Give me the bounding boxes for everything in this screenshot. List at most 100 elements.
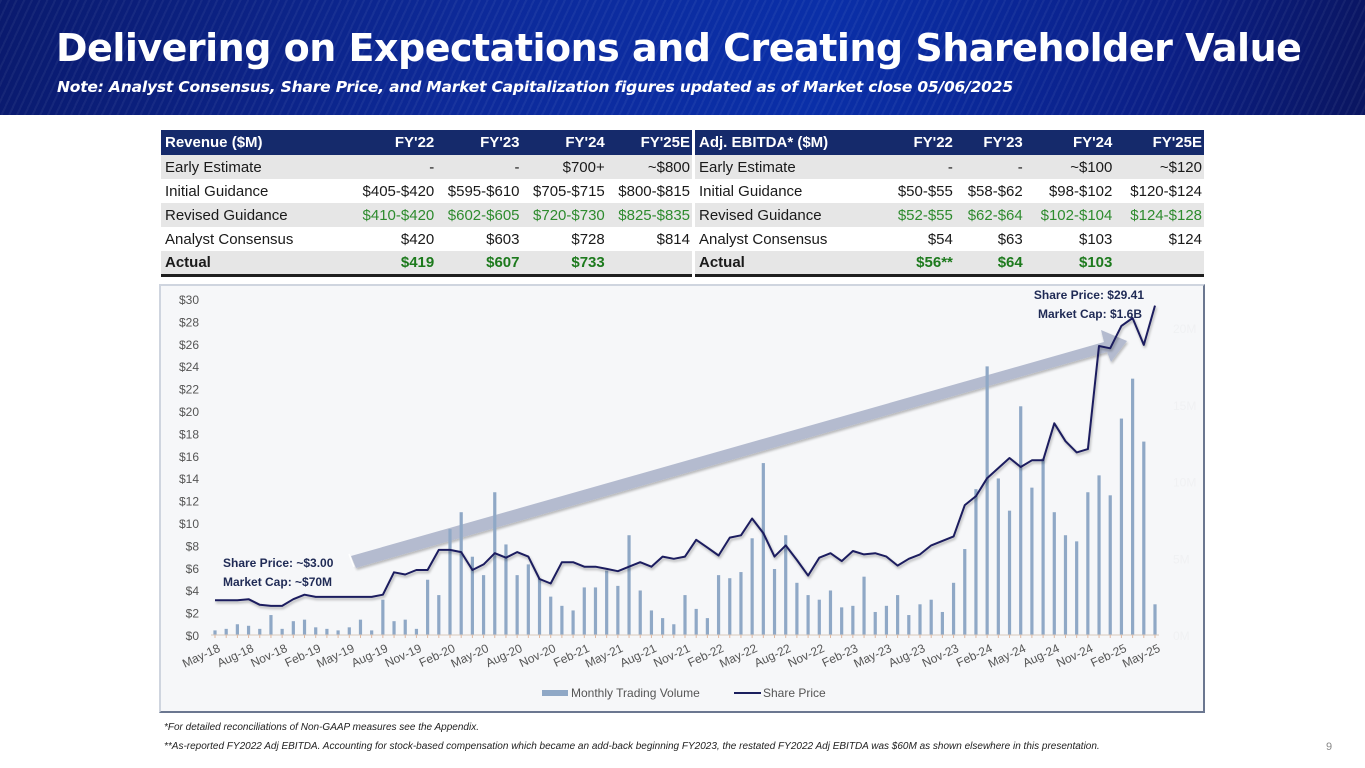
volume-bar xyxy=(784,535,788,635)
volume-bar xyxy=(996,478,1000,635)
table-row: Initial Guidance $405-$420 $595-$610 $70… xyxy=(161,179,692,203)
volume-bar xyxy=(951,582,956,635)
legend-volume-swatch xyxy=(542,690,568,696)
y-tick-label: $30 xyxy=(179,293,199,307)
table-cell: $705-$715 xyxy=(533,182,605,200)
table-row: Analyst Consensus $420 $603 $728 $814 xyxy=(161,227,692,251)
table-cell: $825-$835 xyxy=(606,203,692,227)
header-banner: Delivering on Expectations and Creating … xyxy=(0,0,1365,118)
table-cell: $50-$55 xyxy=(897,182,953,200)
table-row: Actual $56** $64 $103 xyxy=(695,251,1204,275)
y-tick-label: $20 xyxy=(179,405,199,419)
table-cell: $54 xyxy=(927,230,953,248)
y-tick-label: $0 xyxy=(186,629,200,643)
x-tick-label: Aug-18 xyxy=(215,641,256,670)
row-label: Revised Guidance xyxy=(161,203,351,227)
volume-bar xyxy=(1007,510,1012,635)
volume-bar xyxy=(493,492,497,635)
table-cell: $64 xyxy=(954,251,1025,275)
table-row: Revised Guidance $52-$55 $62-$64 $102-$1… xyxy=(695,203,1204,227)
volume-bar xyxy=(772,568,777,635)
volume-bar xyxy=(448,529,452,635)
x-tick-label: Nov-22 xyxy=(786,641,827,670)
y-tick-label: $12 xyxy=(179,495,199,509)
volume-bar xyxy=(459,512,463,635)
revenue-table: Revenue ($M) FY'22 FY'23 FY'24 FY'25E Ea… xyxy=(161,130,692,277)
volume-bar xyxy=(907,615,911,635)
volume-bar xyxy=(560,605,564,635)
volume-bar xyxy=(1153,604,1157,635)
volume-bar xyxy=(929,599,933,635)
volume-bar xyxy=(549,596,553,635)
table-cell: $419 xyxy=(351,251,437,275)
column-header: FY'23 xyxy=(954,130,1025,155)
x-tick-label: Nov-23 xyxy=(920,641,961,670)
volume-bar xyxy=(683,595,687,635)
volume-bar xyxy=(582,587,586,635)
chart-svg: $0 $2 $4 $6 $8 $10 $12 $14 $16 $18 $20 $22 $24 $26 $28… xyxy=(179,288,1196,700)
column-header: Revenue ($M) xyxy=(161,130,351,155)
y-tick-label: $24 xyxy=(179,360,199,374)
volume-bar xyxy=(426,579,430,635)
volume-bar xyxy=(481,575,486,635)
volume-bar xyxy=(1019,406,1023,635)
volume-bar xyxy=(672,624,676,635)
table-cell: $700+ xyxy=(521,155,607,179)
table-cell: $733 xyxy=(521,251,607,275)
row-label: Actual xyxy=(695,251,885,275)
x-tick-label: Nov-24 xyxy=(1054,641,1095,670)
volume-bar xyxy=(940,611,944,635)
y-tick-label: $10 xyxy=(179,517,199,531)
volume-bar xyxy=(616,585,620,635)
volume-bar xyxy=(392,621,396,635)
volume-bar xyxy=(437,595,441,635)
volume-bar xyxy=(896,595,900,635)
share-price-polyline xyxy=(215,305,1156,607)
volume-bar xyxy=(649,610,654,635)
table-cell: $420 xyxy=(400,230,435,248)
volume-bar xyxy=(627,535,631,635)
volume-bar xyxy=(314,627,318,635)
column-header: FY'24 xyxy=(1024,130,1115,155)
volume-bar xyxy=(1131,378,1135,635)
table-cell: $124-$128 xyxy=(1114,203,1204,227)
volume-bar xyxy=(728,578,732,635)
x-tick-label: Aug-22 xyxy=(752,641,793,670)
volume-bar xyxy=(1097,475,1101,635)
x-tick-label: May-25 xyxy=(1120,641,1162,671)
volume-bar xyxy=(224,628,228,635)
table-cell: $603 xyxy=(486,230,520,248)
volume-bar xyxy=(851,605,855,635)
table-cell: $103 xyxy=(1078,230,1113,248)
column-header: FY'22 xyxy=(351,130,437,155)
row-label: Initial Guidance xyxy=(165,182,269,200)
volume-bar xyxy=(1052,512,1056,635)
legend-volume-label: Monthly Trading Volume xyxy=(571,686,700,700)
volume-bar xyxy=(985,366,989,635)
volume-bar xyxy=(862,576,866,635)
page-number: 9 xyxy=(1326,741,1333,753)
y-axis-left: $0 $2 $4 $6 $8 $10 $12 $14 $16 $18 $20 $22 $24 $26 $28… xyxy=(179,293,199,643)
table-cell: $410-$420 xyxy=(351,203,437,227)
ebitda-table: Adj. EBITDA* ($M) FY'22 FY'23 FY'24 FY'2… xyxy=(695,130,1204,277)
table-cell: $602-$605 xyxy=(436,203,522,227)
table-cell: $62-$64 xyxy=(954,203,1025,227)
y-tick-label: $8 xyxy=(186,539,200,553)
volume-bar xyxy=(325,628,329,635)
volume-bar xyxy=(1030,487,1034,635)
volume-bar xyxy=(302,619,307,635)
table-cell: $814 xyxy=(656,230,690,248)
table-cell: $595-$610 xyxy=(447,182,520,200)
volume-bar xyxy=(537,578,542,635)
legend-price-label: Share Price xyxy=(763,686,826,700)
annotation-end-mcap: Market Cap: $1.6B xyxy=(1038,307,1142,321)
column-header: Adj. EBITDA* ($M) xyxy=(695,130,885,155)
column-header: FY'22 xyxy=(885,130,955,155)
table-cell: $103 xyxy=(1024,251,1115,275)
x-axis: May-18Aug-18Nov-18Feb-19May-19Aug-19Nov-… xyxy=(180,634,1163,671)
volume-bar xyxy=(1041,458,1045,635)
table-cell: $63 xyxy=(997,230,1023,248)
table-cell: $405-$420 xyxy=(362,182,435,200)
volume-bar xyxy=(761,463,765,635)
page-subtitle: Note: Analyst Consensus, Share Price, an… xyxy=(57,78,1013,96)
